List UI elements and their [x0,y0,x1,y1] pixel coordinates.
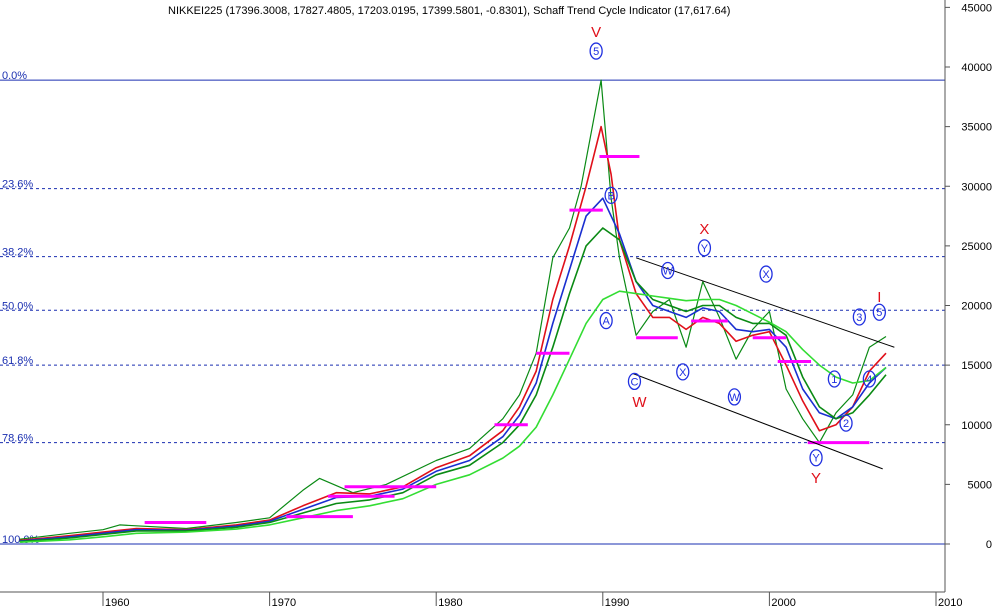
y-tick-label-4: 20000 [961,301,992,313]
wave-circle-11 [697,239,712,257]
fib-label-3: 50.0% [2,300,33,312]
series-line-4 [19,290,887,543]
x-tick-label-3: 1990 [605,597,629,608]
trend-channel [632,257,895,470]
wave-circle-7 [599,311,613,330]
x-tick-label-5: 2010 [938,597,962,608]
wave-circle-12 [727,388,742,406]
wave-label-blue-17: 3 [856,312,862,324]
wave-label-blue-13: X [762,269,770,281]
wave-label-blue-19: 5 [876,307,882,319]
fib-label-0: 0.0% [2,70,27,82]
chart-title: NIKKEI225 (17396.3008, 17827.4805, 17203… [168,5,730,17]
wave-label-blue-5: 5 [593,46,599,58]
series-line-0 [19,79,887,540]
series-lines [19,79,887,543]
fibonacci-levels: 0.0%23.6%38.2%50.0%61.8%78.6%100.0% [0,70,945,546]
channel-line-0 [635,257,895,348]
wave-label-blue-11: Y [701,243,709,255]
wave-circle-14 [809,449,823,467]
channel-line-1 [632,373,883,470]
y-tick-label-7: 35000 [961,122,992,134]
wave-label-blue-10: X [679,367,687,379]
wave-label-blue-18: 4 [866,374,872,386]
wave-label-red-0: V [591,24,601,41]
wave-label-blue-7: A [602,316,610,328]
wave-label-red-3: Y [811,470,821,487]
y-tick-label-2: 10000 [961,420,992,432]
wave-circle-13 [759,265,773,283]
x-tick-label-1: 1970 [272,597,296,608]
wave-label-blue-12: W [729,392,740,404]
x-tick-label-0: 1960 [105,597,129,608]
x-axis-ticks: 1960 1970 1980 1990 2000 2010 [102,592,962,608]
y-tick-label-5: 25000 [961,241,992,253]
wave-circle-10 [676,363,690,381]
fib-label-4: 61.8% [2,355,33,367]
wave-circle-6 [604,186,618,205]
series-line-2 [19,197,887,542]
y-tick-label-1: 5000 [968,479,992,491]
wave-label-blue-16: 2 [843,418,849,430]
wave-circle-15 [827,370,842,388]
fib-label-1: 23.6% [2,179,33,191]
wave-label-red-2: W [632,394,647,411]
wave-circle-9 [661,261,675,280]
series-line-1 [19,125,887,542]
wave-label-blue-15: 1 [831,374,837,386]
wave-label-red-4: I [877,289,881,306]
y-tick-label-6: 30000 [961,181,992,193]
x-tick-label-4: 2000 [771,597,795,608]
x-tick-label-2: 1980 [438,597,462,608]
y-tick-label-0: 0 [986,539,992,551]
wave-circle-8 [627,372,642,391]
wave-label-blue-6: B [607,190,614,202]
y-tick-label-8: 40000 [961,62,992,74]
wave-circle-19 [872,303,887,321]
wave-label-blue-9: W [663,265,674,277]
level-markers [144,154,870,525]
wave-circle-5 [589,42,603,60]
series-line-3 [19,227,887,543]
wave-circle-16 [839,414,853,432]
y-axis-ticks: 0 5000 10000 15000 20000 25000 30000 35000 40000… [945,2,992,551]
fib-label-5: 78.6% [2,433,33,445]
wave-label-red-1: X [699,221,709,238]
wave-circle-18 [862,370,877,388]
wave-label-blue-14: Y [812,453,820,465]
wave-circle-17 [852,308,867,326]
y-tick-label-3: 15000 [961,360,992,372]
fib-label-2: 38.2% [2,247,33,259]
y-tick-label-9: 45000 [961,2,992,14]
wave-label-blue-8: C [630,376,638,388]
